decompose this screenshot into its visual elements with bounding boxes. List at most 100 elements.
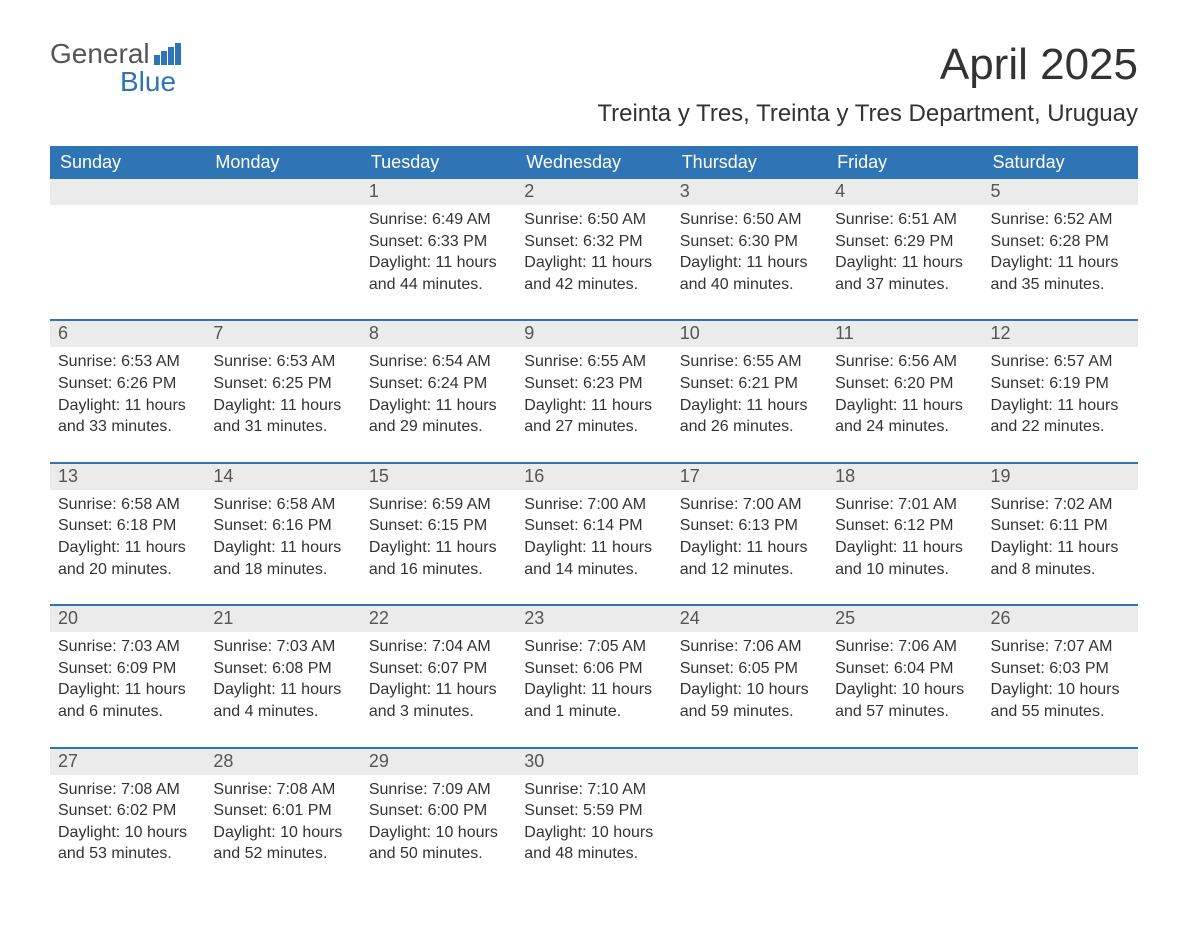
sunset-value: 6:15 PM [428,517,488,534]
sunrise-value: 6:53 AM [277,353,336,370]
day-content: Sunrise: 7:08 AMSunset: 6:02 PMDaylight:… [50,775,205,889]
sunrise-label: Sunrise: [213,353,272,370]
day-content: Sunrise: 7:00 AMSunset: 6:14 PMDaylight:… [516,490,671,604]
sunrise-label: Sunrise: [58,496,117,513]
day-number: 4 [827,179,982,205]
day-content: Sunrise: 6:55 AMSunset: 6:23 PMDaylight:… [516,347,671,461]
daylight-label: Daylight: [835,254,897,271]
day-number: 7 [205,321,360,347]
day-content: Sunrise: 6:51 AMSunset: 6:29 PMDaylight:… [827,205,982,319]
day-number: 25 [827,606,982,632]
daylight-label: Daylight: [58,681,120,698]
sunset-line: Sunset: 6:06 PM [524,658,663,680]
day-number: 24 [672,606,827,632]
sunrise-line: Sunrise: 7:06 AM [835,636,974,658]
calendar-day-cell: 4Sunrise: 6:51 AMSunset: 6:29 PMDaylight… [827,179,982,320]
day-number: 5 [983,179,1138,205]
daylight-label: Daylight: [524,397,586,414]
daylight-label: Daylight: [213,824,275,841]
sunset-label: Sunset: [369,517,423,534]
day-number: 6 [50,321,205,347]
sunset-value: 6:26 PM [117,375,177,392]
weekday-header: Monday [205,146,360,179]
calendar-empty-cell [205,179,360,320]
sunset-value: 6:01 PM [272,802,332,819]
sunrise-label: Sunrise: [213,781,272,798]
sunset-value: 6:24 PM [428,375,488,392]
sunset-line: Sunset: 5:59 PM [524,800,663,822]
sunset-label: Sunset: [369,802,423,819]
daylight-line: Daylight: 11 hours and 12 minutes. [680,537,819,580]
sunrise-line: Sunrise: 6:52 AM [991,209,1130,231]
day-content: Sunrise: 7:02 AMSunset: 6:11 PMDaylight:… [983,490,1138,604]
calendar-day-cell: 17Sunrise: 7:00 AMSunset: 6:13 PMDayligh… [672,463,827,605]
sunset-line: Sunset: 6:32 PM [524,231,663,253]
daylight-label: Daylight: [991,254,1053,271]
sunset-value: 6:05 PM [738,660,798,677]
day-content: Sunrise: 7:05 AMSunset: 6:06 PMDaylight:… [516,632,671,746]
daylight-label: Daylight: [991,397,1053,414]
daylight-label: Daylight: [524,254,586,271]
sunrise-line: Sunrise: 7:05 AM [524,636,663,658]
sunrise-value: 6:58 AM [121,496,180,513]
sunrise-line: Sunrise: 6:58 AM [58,494,197,516]
sunrise-label: Sunrise: [835,496,894,513]
sunset-value: 6:29 PM [894,233,954,250]
sunset-label: Sunset: [213,517,267,534]
sunset-value: 5:59 PM [583,802,643,819]
day-number: 22 [361,606,516,632]
daylight-line: Daylight: 11 hours and 3 minutes. [369,679,508,722]
calendar-week-row: 20Sunrise: 7:03 AMSunset: 6:09 PMDayligh… [50,605,1138,747]
sunset-label: Sunset: [835,233,889,250]
daylight-label: Daylight: [213,397,275,414]
sunset-label: Sunset: [680,233,734,250]
day-content: Sunrise: 7:07 AMSunset: 6:03 PMDaylight:… [983,632,1138,746]
calendar-day-cell: 3Sunrise: 6:50 AMSunset: 6:30 PMDaylight… [672,179,827,320]
daylight-label: Daylight: [524,681,586,698]
sunset-line: Sunset: 6:13 PM [680,515,819,537]
day-content: Sunrise: 7:06 AMSunset: 6:04 PMDaylight:… [827,632,982,746]
sunrise-value: 6:54 AM [432,353,491,370]
sunset-value: 6:13 PM [738,517,798,534]
daylight-line: Daylight: 10 hours and 48 minutes. [524,822,663,865]
sunrise-value: 6:52 AM [1054,211,1113,228]
day-number: 16 [516,464,671,490]
calendar-day-cell: 23Sunrise: 7:05 AMSunset: 6:06 PMDayligh… [516,605,671,747]
sunset-value: 6:14 PM [583,517,643,534]
daylight-line: Daylight: 10 hours and 57 minutes. [835,679,974,722]
day-number: 1 [361,179,516,205]
daylight-line: Daylight: 11 hours and 44 minutes. [369,252,508,295]
day-content: Sunrise: 6:50 AMSunset: 6:30 PMDaylight:… [672,205,827,319]
sunset-line: Sunset: 6:11 PM [991,515,1130,537]
calendar-day-cell: 9Sunrise: 6:55 AMSunset: 6:23 PMDaylight… [516,320,671,462]
sunset-label: Sunset: [369,660,423,677]
sunrise-value: 7:08 AM [277,781,336,798]
day-content: Sunrise: 6:50 AMSunset: 6:32 PMDaylight:… [516,205,671,319]
sunset-value: 6:00 PM [428,802,488,819]
daylight-label: Daylight: [58,397,120,414]
calendar-week-row: 13Sunrise: 6:58 AMSunset: 6:18 PMDayligh… [50,463,1138,605]
location-subtitle: Treinta y Tres, Treinta y Tres Departmen… [597,100,1138,128]
daylight-line: Daylight: 11 hours and 35 minutes. [991,252,1130,295]
daylight-line: Daylight: 11 hours and 42 minutes. [524,252,663,295]
calendar-day-cell: 29Sunrise: 7:09 AMSunset: 6:00 PMDayligh… [361,748,516,889]
day-content [983,775,1138,885]
sunset-line: Sunset: 6:15 PM [369,515,508,537]
sunrise-label: Sunrise: [369,638,428,655]
sunrise-line: Sunrise: 7:03 AM [58,636,197,658]
day-content: Sunrise: 7:03 AMSunset: 6:08 PMDaylight:… [205,632,360,746]
day-content: Sunrise: 6:56 AMSunset: 6:20 PMDaylight:… [827,347,982,461]
calendar-day-cell: 6Sunrise: 6:53 AMSunset: 6:26 PMDaylight… [50,320,205,462]
sunset-value: 6:03 PM [1049,660,1109,677]
sunset-value: 6:20 PM [894,375,954,392]
calendar-day-cell: 13Sunrise: 6:58 AMSunset: 6:18 PMDayligh… [50,463,205,605]
daylight-line: Daylight: 11 hours and 33 minutes. [58,395,197,438]
daylight-label: Daylight: [369,681,431,698]
sunset-line: Sunset: 6:08 PM [213,658,352,680]
day-number: 27 [50,749,205,775]
sunset-line: Sunset: 6:14 PM [524,515,663,537]
sunrise-line: Sunrise: 6:53 AM [58,351,197,373]
sunrise-line: Sunrise: 6:58 AM [213,494,352,516]
sunrise-value: 6:59 AM [432,496,491,513]
calendar-day-cell: 11Sunrise: 6:56 AMSunset: 6:20 PMDayligh… [827,320,982,462]
